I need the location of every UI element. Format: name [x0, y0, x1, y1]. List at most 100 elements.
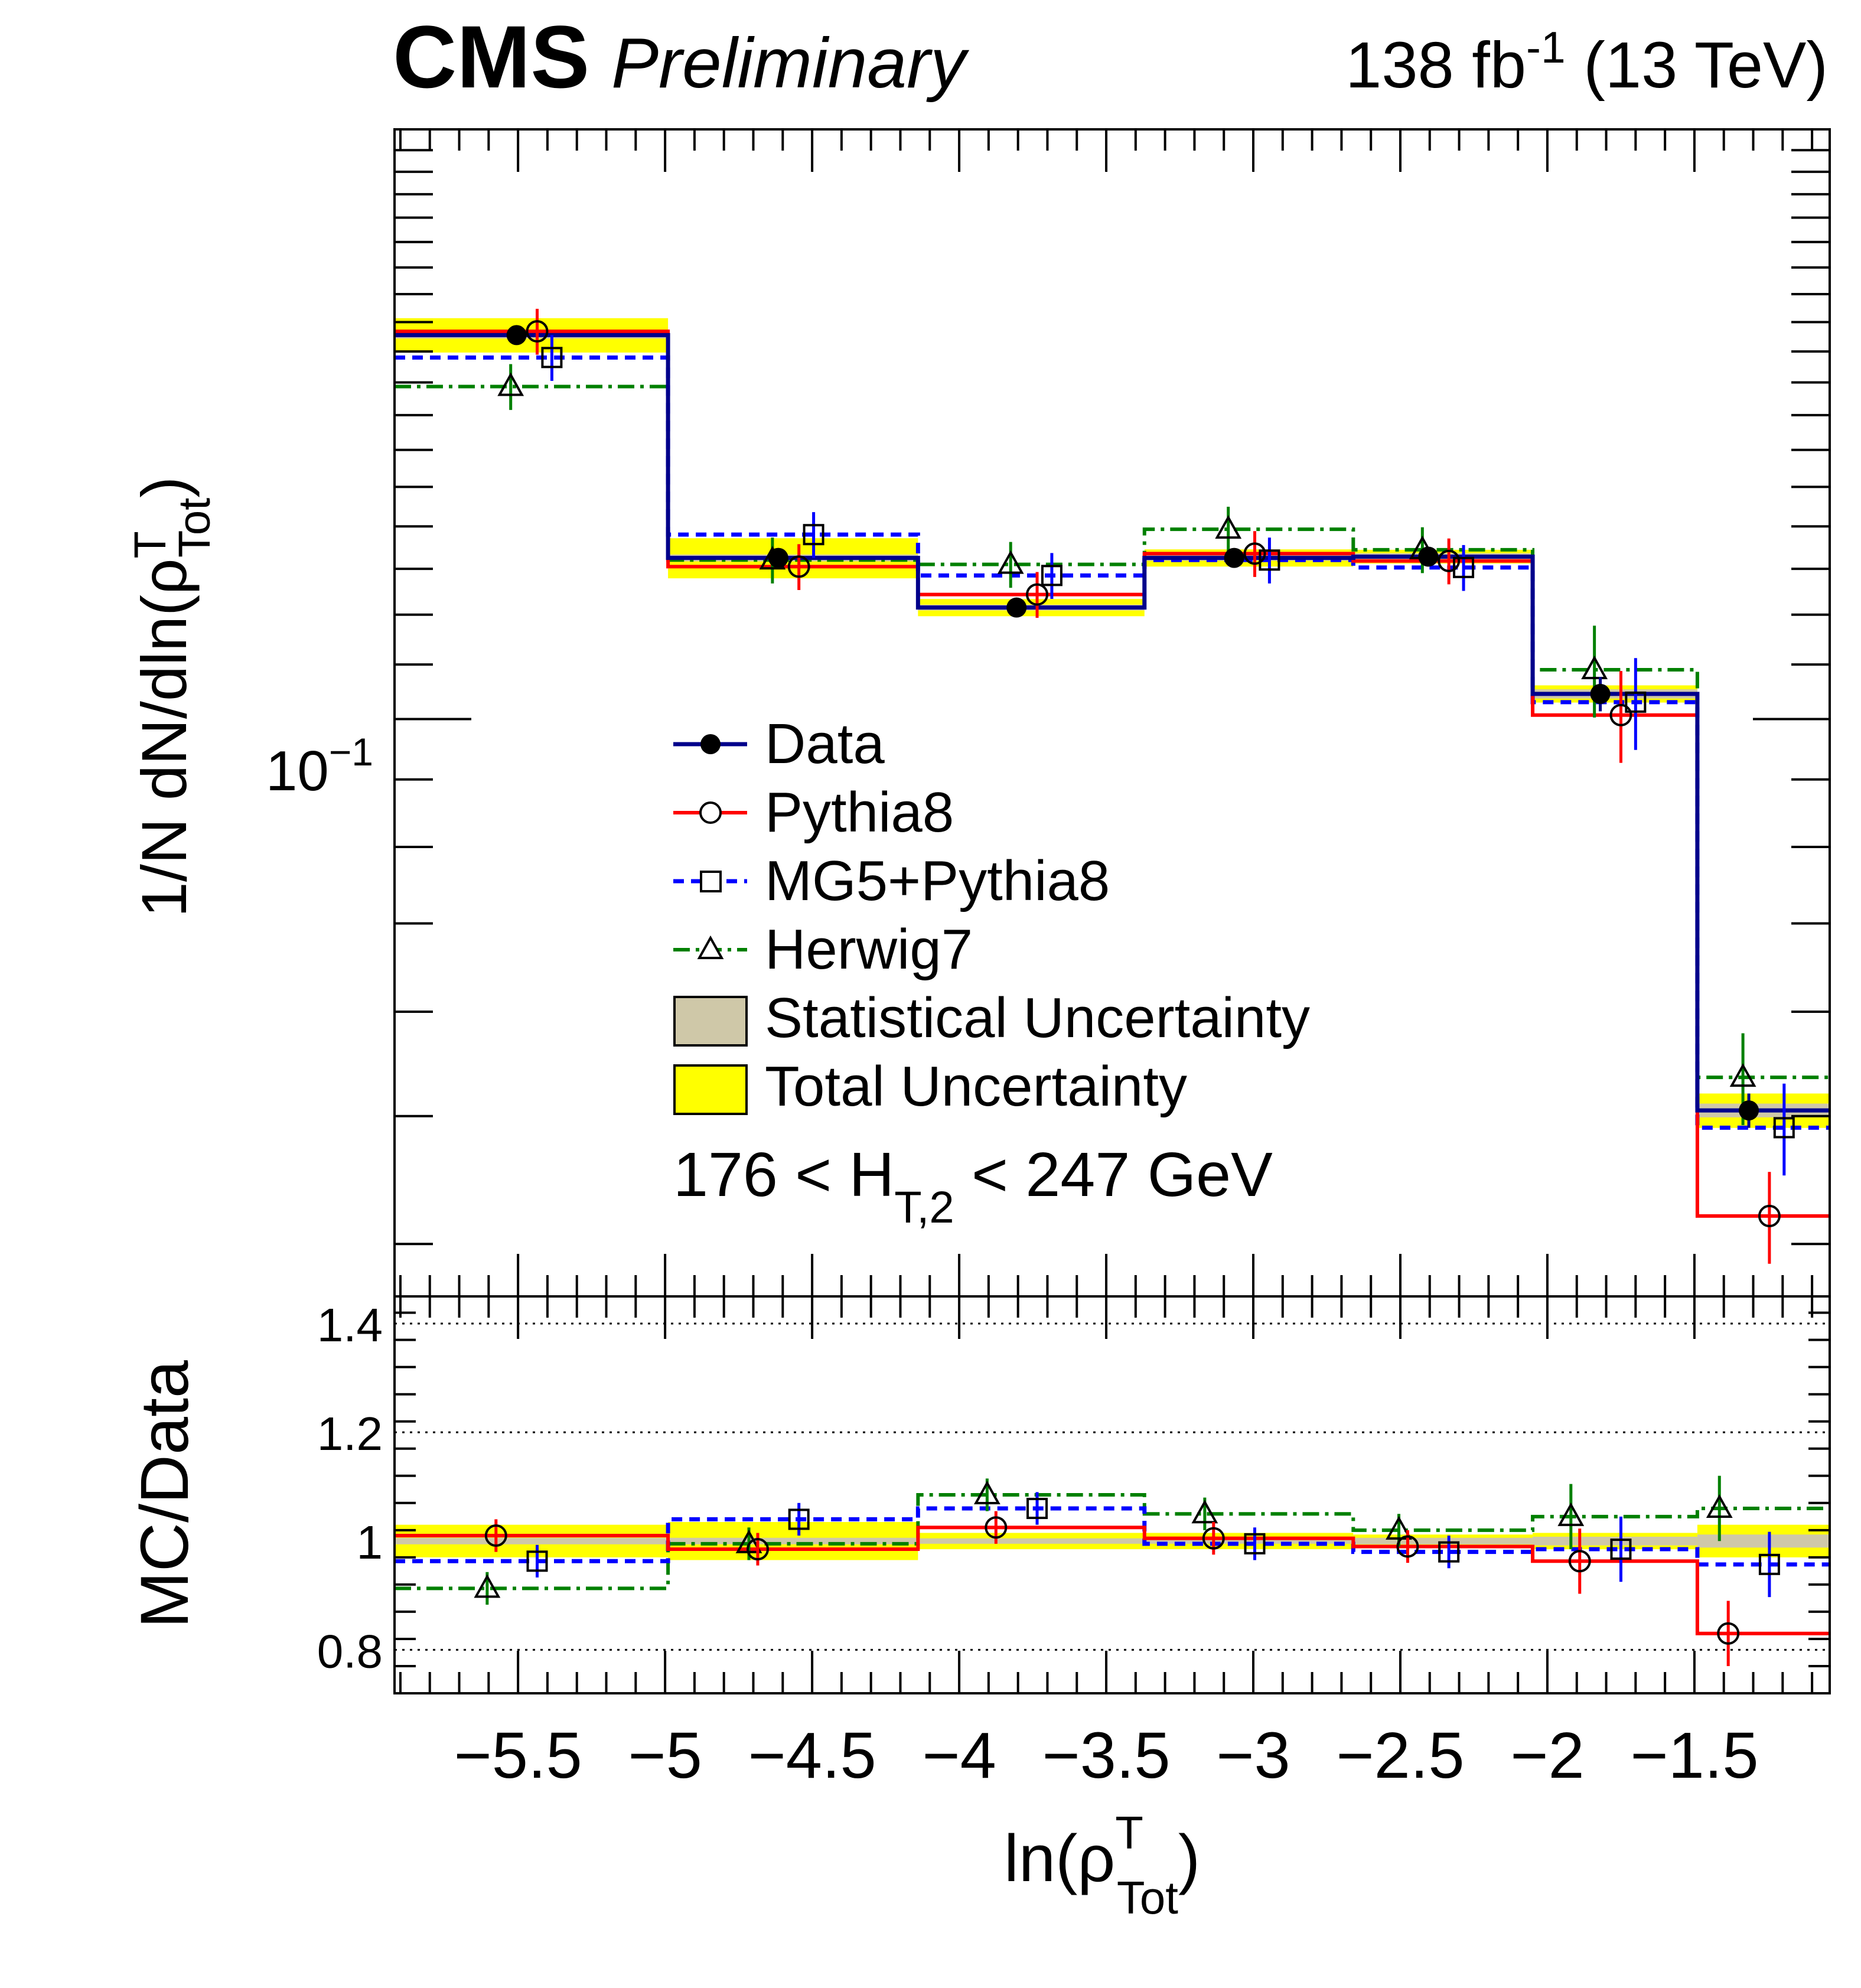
- marker-mg5-bin-2: [803, 524, 824, 546]
- marker-herwig-ratio-bin-5: [1386, 1516, 1412, 1540]
- ratio-line-mg5-pythia8: [395, 1506, 1830, 1567]
- marker-mg5-bin-1: [541, 347, 563, 369]
- marker-pythia-ratio-bin-1: [484, 1524, 507, 1547]
- ratio-series: [395, 1475, 1830, 1666]
- legend-entry-pythia: Pythia8: [673, 781, 954, 844]
- x-tick-label--5.5: −5.5: [454, 1719, 582, 1792]
- ht-range-pre: 176 < H: [673, 1140, 894, 1210]
- ratio-y-tick-label-0.8: 0.8: [317, 1625, 383, 1677]
- marker-mg5-bin-4: [1259, 549, 1280, 571]
- top-frame: [393, 128, 1831, 1298]
- ratio-uncertainty-bands: [395, 1522, 1830, 1560]
- legend-stat-label: Statistical Uncertainty: [765, 986, 1310, 1050]
- legend-data-label: Data: [765, 712, 885, 775]
- ratio-gridlines: [395, 1322, 1830, 1651]
- marker-herwig-ratio-bin-1: [474, 1574, 501, 1598]
- marker-herwig-ratio-bin-7: [1706, 1494, 1733, 1518]
- marker-pythia-ratio-bin-2: [746, 1538, 769, 1561]
- legend-entry-data: Data: [673, 712, 885, 775]
- ratio-y-tick-label-1.2: 1.2: [317, 1407, 383, 1460]
- top-line-pythia8: [395, 329, 1830, 1218]
- x-tick-label--3.5: −3.5: [1042, 1719, 1170, 1792]
- ratio-axes: 0.8 1 1.2 1.4 −5.5 −5 −4.5 −4 −3.5 −3 −2.5 −2 −1.5: [317, 1296, 1830, 1792]
- marker-data-bin-3: [1006, 597, 1027, 618]
- x-tick-label--5: −5: [628, 1719, 702, 1792]
- ratio-frame: [393, 1295, 1831, 1694]
- y-axis-label: 1/N dN/dln(ρTTot): [125, 477, 220, 917]
- marker-pythia-bin-1: [526, 320, 549, 343]
- marker-mg5-bin-5: [1453, 556, 1475, 578]
- energy-value: (13 TeV): [1566, 29, 1828, 102]
- marker-pythia-ratio-bin-6: [1568, 1550, 1591, 1573]
- legend-entry-mg5: MG5+Pythia8: [673, 849, 1110, 912]
- ratio-y-axis-label: MC/Data: [127, 1360, 203, 1628]
- legend-entry-herwig: Herwig7: [673, 918, 973, 981]
- marker-mg5-ratio-bin-5: [1438, 1541, 1460, 1563]
- marker-mg5-ratio-bin-4: [1244, 1533, 1266, 1554]
- lumi-value: 138 fb: [1345, 29, 1526, 102]
- legend-mg5-label: MG5+Pythia8: [765, 849, 1110, 912]
- top-line-mg5-pythia8: [395, 355, 1830, 1130]
- x-axis-label: ln(ρT Tot): [1004, 1807, 1200, 1924]
- marker-herwig-bin-4: [1215, 514, 1242, 539]
- marker-pythia-ratio-bin-5: [1396, 1535, 1419, 1558]
- top-series: [395, 308, 1830, 1264]
- x-tick-label--1.5: −1.5: [1630, 1719, 1758, 1792]
- ratio-y-tick-label-1.4: 1.4: [317, 1299, 383, 1351]
- legend-data-marker: [700, 734, 721, 754]
- legend: Data Pythia8 MG5+Pythia8 Herwig7 Statist…: [673, 712, 1310, 1118]
- marker-pythia-bin-6: [1609, 703, 1632, 726]
- ratio-stat-band-bin-3: [918, 1538, 1145, 1544]
- x-axis-label-sub: Tot: [1117, 1872, 1178, 1924]
- marker-data-bin-2: [768, 547, 788, 568]
- marker-herwig-bin-6: [1581, 655, 1608, 679]
- legend-herwig-label: Herwig7: [765, 918, 973, 981]
- lumi-exponent: -1: [1526, 22, 1566, 72]
- marker-pythia-bin-5: [1438, 549, 1461, 572]
- ratio-line-herwig7: [395, 1493, 1830, 1591]
- ht-range-post: < 247 GeV: [954, 1140, 1273, 1210]
- y-axis-label-sub: Tot: [170, 498, 220, 558]
- marker-mg5-bin-3: [1041, 565, 1063, 586]
- ratio-stat-band-bin-5: [1353, 1537, 1533, 1544]
- legend-entry-total: Total Uncertainty: [673, 1055, 1187, 1118]
- marker-herwig-ratio-bin-4: [1191, 1500, 1218, 1524]
- top-line-herwig7: [395, 384, 1830, 1080]
- marker-herwig-ratio-bin-3: [973, 1480, 1000, 1504]
- x-axis-label-main: ln(ρ: [1004, 1821, 1115, 1895]
- marker-pythia-bin-7: [1758, 1204, 1781, 1227]
- legend-herwig-marker: [697, 935, 724, 959]
- ratio-stat-band-bin-6: [1533, 1536, 1697, 1546]
- top-axes: [395, 128, 1830, 1296]
- ht-range-sub: T,2: [894, 1182, 954, 1233]
- marker-mg5-bin-6: [1625, 691, 1647, 713]
- x-tick-label--2.5: −2.5: [1336, 1719, 1464, 1792]
- marker-pythia-bin-4: [1243, 542, 1266, 565]
- y-tick-exponent: −1: [329, 730, 373, 774]
- marker-data-bin-6: [1590, 683, 1611, 704]
- marker-herwig-bin-1: [497, 372, 524, 396]
- x-axis-label-sup: T: [1115, 1807, 1143, 1859]
- marker-mg5-ratio-bin-7: [1758, 1553, 1780, 1575]
- status-label: Preliminary: [611, 24, 970, 103]
- experiment-label: CMS: [393, 7, 589, 106]
- marker-pythia-ratio-bin-3: [985, 1516, 1008, 1539]
- legend-pythia-marker: [699, 801, 722, 824]
- marker-data-bin-5: [1418, 546, 1439, 567]
- marker-pythia-bin-3: [1026, 583, 1049, 606]
- x-tick-label--4.5: −4.5: [748, 1719, 876, 1792]
- y-axis-label-tail: ): [128, 477, 200, 498]
- marker-mg5-ratio-bin-2: [788, 1508, 810, 1530]
- ratio-stat-band-bin-4: [1144, 1538, 1354, 1544]
- legend-total-box: [673, 1064, 748, 1115]
- y-axis-label-sup: T: [125, 531, 175, 558]
- marker-data-bin-1: [506, 325, 527, 346]
- ratio-y-tick-label-1: 1: [357, 1516, 383, 1569]
- ratio-stat-band-bin-1: [395, 1537, 669, 1544]
- lumi-label: 138 fb-1 (13 TeV): [1345, 22, 1828, 102]
- legend-mg5-marker: [700, 871, 722, 892]
- ratio-stat-band-bin-2: [668, 1537, 918, 1544]
- legend-total-label: Total Uncertainty: [765, 1055, 1187, 1118]
- marker-mg5-ratio-bin-1: [526, 1550, 548, 1572]
- marker-herwig-ratio-bin-6: [1557, 1502, 1585, 1526]
